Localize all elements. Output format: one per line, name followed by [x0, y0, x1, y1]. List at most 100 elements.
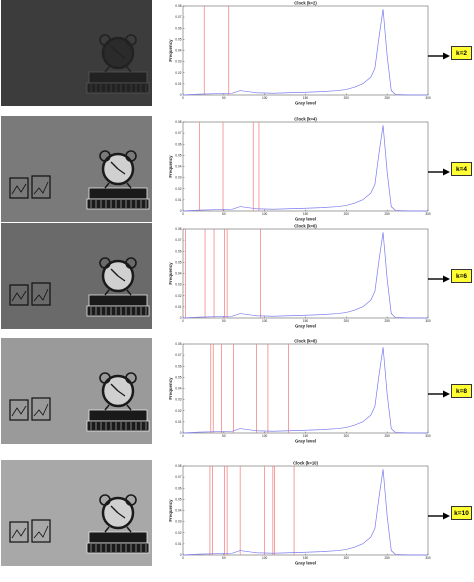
book-bottom [86, 198, 150, 210]
picture-frame [9, 284, 29, 306]
x-tick-label: 50 [222, 434, 226, 438]
alarm-clock-image [1, 223, 152, 329]
plot-title: Clock (k=6) [294, 223, 317, 228]
y-tick-label: 0.08 [175, 4, 181, 8]
y-tick-label: 0.01 [175, 305, 181, 309]
quantized-clock-image [1, 116, 152, 222]
figure-row: Clock (k=2) 0 50 100 150 200 250 300 0 0.01 0.02 0.… [0, 0, 474, 112]
y-tick-label: 0 [180, 553, 182, 557]
x-axis-label: Gray level [295, 101, 316, 106]
y-tick-label: 0.07 [175, 475, 181, 479]
right-arrow-icon [428, 48, 450, 60]
right-arrow-icon [428, 386, 450, 398]
picture-frame [31, 397, 51, 421]
x-tick-label: 200 [344, 96, 350, 100]
y-tick-label: 0.02 [175, 294, 181, 298]
y-tick-label: 0.03 [175, 283, 181, 287]
histogram-plot: Clock (k=4) 0 50 100 150 200 250 300 0 0.01 0.02 0.… [166, 116, 436, 228]
book-top [88, 409, 148, 422]
y-axis-label: Frequency [168, 377, 173, 400]
y-axis-label: Frequency [168, 262, 173, 285]
x-tick-label: 50 [222, 212, 226, 216]
quantized-clock-image [1, 223, 152, 329]
alarm-clock-image [1, 0, 152, 106]
y-tick-label: 0.07 [175, 15, 181, 19]
y-tick-label: 0 [180, 431, 182, 435]
x-tick-label: 300 [425, 319, 431, 323]
y-tick-label: 0.06 [175, 486, 181, 490]
x-tick-label: 150 [303, 434, 309, 438]
book-top [88, 71, 148, 84]
k-value-badge: k=10 [451, 506, 472, 520]
x-tick-label: 250 [385, 434, 391, 438]
picture-frame [9, 521, 29, 543]
figure-row: Clock (k=6) 0 50 100 150 200 250 300 0 0.01 0.02 0.… [0, 223, 474, 335]
x-tick-label: 300 [425, 96, 431, 100]
y-tick-label: 0.05 [175, 375, 181, 379]
plot-frame [182, 228, 429, 319]
x-tick-label: 150 [303, 556, 309, 560]
plot-title: Clock (k=2) [294, 0, 317, 5]
plot-frame [182, 5, 429, 96]
y-axis-label: Frequency [168, 499, 173, 522]
histogram-plot: Clock (k=6) 0 50 100 150 200 250 300 0 0.01 0.02 0.… [166, 223, 436, 335]
plot-frame [182, 121, 429, 212]
x-tick-label: 200 [344, 556, 350, 560]
y-tick-label: 0.02 [175, 409, 181, 413]
y-tick-label: 0.02 [175, 187, 181, 191]
histogram-plot: Clock (k=8) 0 50 100 150 200 250 300 0 0.01 0.02 0.… [166, 338, 436, 450]
picture-frame [31, 519, 51, 543]
picture-frame [31, 175, 51, 199]
right-arrow-icon [428, 271, 450, 283]
histogram-line [182, 469, 428, 556]
y-tick-label: 0.01 [175, 420, 181, 424]
k-value-badge: k=4 [451, 162, 472, 176]
book-bottom [86, 420, 150, 432]
y-axis-label: Frequency [168, 155, 173, 178]
picture-frame [9, 177, 29, 199]
x-tick-label: 0 [182, 319, 184, 323]
book-top [88, 187, 148, 200]
x-tick-label: 0 [182, 96, 184, 100]
y-tick-label: 0 [180, 93, 182, 97]
y-tick-label: 0.02 [175, 71, 181, 75]
y-tick-label: 0.04 [175, 387, 181, 391]
y-tick-label: 0.06 [175, 249, 181, 253]
quantized-clock-image [1, 460, 152, 566]
x-tick-label: 250 [385, 212, 391, 216]
x-tick-label: 200 [344, 434, 350, 438]
x-axis-label: Gray level [295, 561, 316, 566]
plot-title: Clock (k=4) [294, 116, 317, 121]
y-tick-label: 0.04 [175, 165, 181, 169]
x-tick-label: 100 [262, 96, 268, 100]
y-tick-label: 0.05 [175, 260, 181, 264]
figure-row: Clock (k=10) 0 50 100 150 200 250 300 0 0.01 0.02 0… [0, 460, 474, 572]
y-tick-label: 0.04 [175, 272, 181, 276]
picture-frame [9, 399, 29, 421]
plot-title: Clock (k=8) [294, 338, 317, 343]
histogram-line [182, 125, 428, 212]
x-tick-label: 150 [303, 96, 309, 100]
plot-title: Clock (k=10) [293, 460, 318, 465]
figure-row: Clock (k=4) 0 50 100 150 200 250 300 0 0.01 0.02 0.… [0, 116, 474, 228]
book-bottom [86, 305, 150, 317]
y-tick-label: 0.01 [175, 542, 181, 546]
y-tick-label: 0.06 [175, 364, 181, 368]
x-tick-label: 300 [425, 556, 431, 560]
book-bottom [86, 542, 150, 554]
figure-row: Clock (k=8) 0 50 100 150 200 250 300 0 0.01 0.02 0.… [0, 338, 474, 450]
x-tick-label: 250 [385, 556, 391, 560]
x-tick-label: 0 [182, 556, 184, 560]
y-tick-label: 0.05 [175, 37, 181, 41]
y-tick-label: 0.07 [175, 238, 181, 242]
y-tick-label: 0.06 [175, 26, 181, 30]
y-tick-label: 0 [180, 209, 182, 213]
y-tick-label: 0.03 [175, 60, 181, 64]
y-tick-label: 0.08 [175, 342, 181, 346]
alarm-clock-image [1, 116, 152, 222]
x-axis-label: Gray level [295, 439, 316, 444]
x-tick-label: 50 [222, 319, 226, 323]
x-tick-label: 100 [262, 434, 268, 438]
quantized-clock-image [1, 0, 152, 106]
x-tick-label: 0 [182, 434, 184, 438]
